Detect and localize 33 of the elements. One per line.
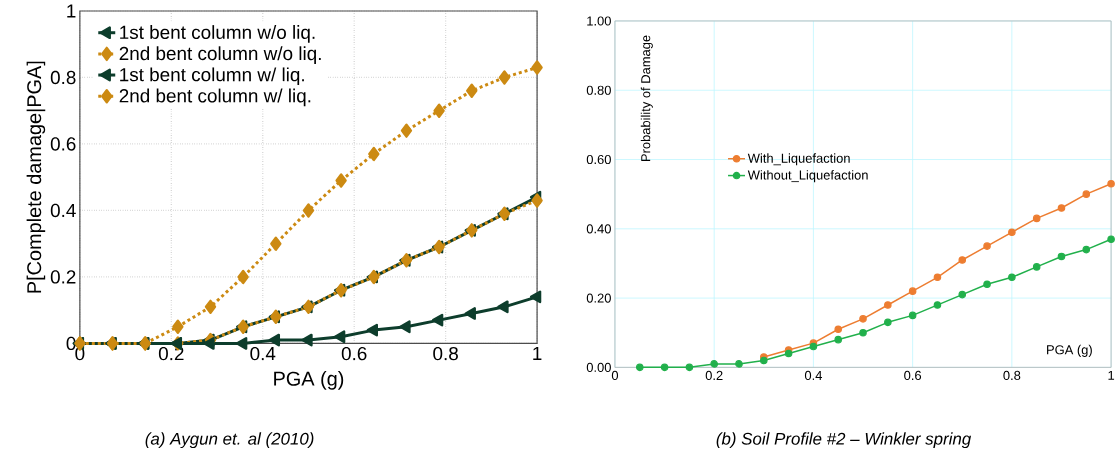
x-tick-label: 1	[533, 346, 542, 360]
y-tick-label: 1.00	[587, 16, 611, 26]
y-axis-title: Probability of Damage	[640, 35, 653, 161]
legend-label: 2nd bent column w/o liq.	[119, 46, 321, 64]
y-tick-label: 1	[67, 4, 76, 18]
y-tick-label: 0.80	[586, 85, 611, 95]
legend-label: With_Liquefaction	[747, 153, 850, 166]
x-tick-label: 0.6	[341, 346, 367, 361]
y-tick-label: 0.6	[50, 137, 76, 151]
legend-label: 1st bent column w/ liq.	[120, 67, 304, 85]
y-tick-label: 0.60	[586, 154, 611, 164]
text: (b) Soil Profile #2 – Winkler spring	[716, 432, 972, 449]
legend-label: 2nd bent column w/ liq.	[119, 88, 311, 107]
x-tick-label: 0.4	[250, 346, 276, 361]
y-tick-label: 0.20	[586, 293, 611, 303]
x-axis-title: PGA (g)	[1047, 344, 1092, 357]
legend-label: 1st bent column w/o liq.	[120, 25, 315, 43]
legend-label: Without_Liquefaction	[747, 170, 868, 183]
x-tick-label: 1	[1108, 370, 1115, 380]
y-tick-label: 0.8	[50, 70, 76, 85]
x-tick-label: 0.6	[904, 370, 922, 380]
x-tick-label: 0.8	[1003, 370, 1021, 380]
y-axis-title: P[Complete damage|PGA]	[26, 61, 46, 293]
y-tick-label: 0.00	[586, 362, 611, 372]
y-tick-label: 0.4	[50, 203, 76, 218]
y-tick-label: 0.40	[586, 224, 611, 234]
x-tick-label: 0	[611, 370, 619, 380]
x-tick-label: 0.4	[804, 370, 823, 380]
text: (a) Aygun et. al (2010)	[145, 432, 314, 449]
x-axis-title: PGA (g)	[274, 371, 344, 390]
x-tick-label: 0.2	[705, 370, 723, 380]
x-tick-label: 0.8	[433, 346, 458, 361]
y-tick-label: 0.2	[50, 270, 76, 284]
